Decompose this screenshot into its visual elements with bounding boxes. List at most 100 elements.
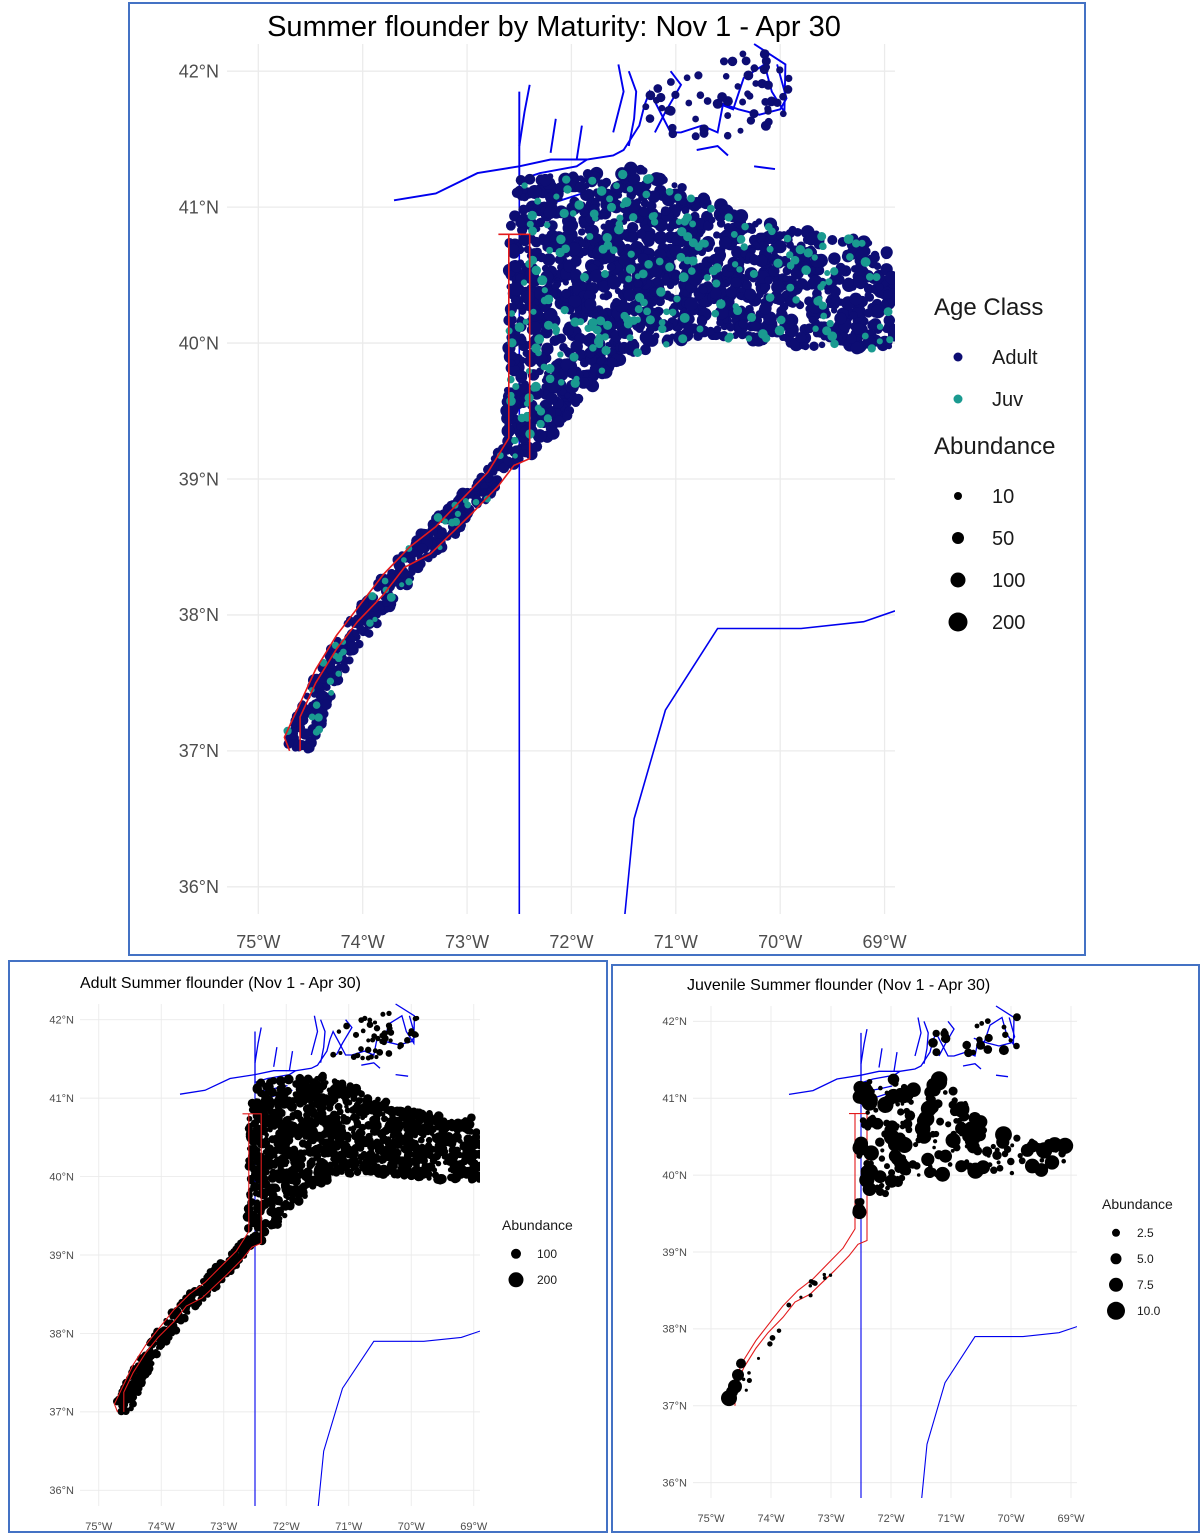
abundance-point	[561, 244, 570, 254]
abundance-point	[531, 441, 543, 452]
abundance-point	[386, 592, 396, 602]
abundance-point	[387, 1029, 395, 1036]
abundance-point	[628, 172, 641, 185]
abundance-point	[145, 1364, 154, 1373]
abundance-point	[725, 286, 737, 298]
abundance-point	[283, 1151, 289, 1156]
abundance-point	[895, 1102, 900, 1107]
abundance-point	[379, 1134, 389, 1145]
abundance-point	[662, 334, 672, 344]
abundance-point	[364, 1046, 372, 1054]
abundance-point	[707, 256, 714, 263]
abundance-point	[474, 1171, 480, 1182]
abundance-point	[683, 74, 691, 82]
abundance-point	[570, 317, 580, 327]
abundance-point	[577, 175, 584, 182]
abundance-point	[706, 326, 715, 336]
abundance-point	[627, 250, 635, 258]
abundance-point	[955, 1160, 968, 1173]
abundance-point	[1013, 1042, 1020, 1050]
abundance-point	[1047, 1139, 1054, 1146]
abundance-point	[859, 1117, 867, 1124]
abundance-point	[764, 275, 774, 285]
abundance-point	[1002, 1032, 1008, 1038]
abundance-point	[703, 97, 712, 105]
coastline	[914, 1017, 922, 1057]
abundance-point	[311, 1144, 322, 1155]
abundance-point	[796, 278, 808, 290]
abundance-point	[888, 1169, 896, 1177]
coastline	[962, 1062, 982, 1070]
abundance-point	[507, 338, 517, 348]
abundance-point	[880, 1148, 885, 1153]
abundance-point	[328, 1125, 334, 1131]
abundance-point	[282, 1139, 291, 1148]
abundance-point	[281, 1129, 291, 1139]
abundance-point	[218, 1274, 225, 1281]
abundance-point	[996, 1160, 1001, 1165]
abundance-point	[826, 319, 834, 328]
legend-size-label: 7.5	[1137, 1278, 1154, 1292]
abundance-point	[644, 260, 653, 269]
abundance-point	[543, 320, 554, 330]
coastline	[923, 1021, 929, 1064]
abundance-point	[366, 1038, 371, 1043]
abundance-point	[606, 357, 618, 368]
y-tick-label: 40°N	[49, 1171, 74, 1183]
abundance-point	[514, 322, 525, 333]
abundance-point	[889, 324, 895, 336]
abundance-point	[928, 1037, 938, 1048]
abundance-point	[634, 316, 641, 323]
abundance-point	[618, 254, 630, 266]
abundance-point	[622, 314, 632, 324]
abundance-point	[979, 1020, 985, 1026]
abundance-point	[767, 1341, 773, 1347]
abundance-point	[441, 518, 449, 525]
abundance-point	[970, 1049, 977, 1056]
legend-size-label: 100	[537, 1247, 557, 1261]
abundance-point	[450, 1166, 456, 1172]
abundance-point	[302, 1092, 311, 1101]
abundance-point	[512, 453, 518, 459]
abundance-point	[262, 1098, 271, 1107]
abundance-point	[762, 63, 771, 71]
abundance-point	[596, 316, 606, 326]
abundance-point	[883, 1163, 891, 1170]
abundance-point	[723, 131, 732, 140]
abundance-point	[692, 115, 699, 123]
abundance-point	[1012, 1013, 1021, 1022]
abundance-point	[924, 1135, 929, 1140]
abundance-point	[1009, 1170, 1015, 1176]
abundance-point	[755, 290, 764, 299]
abundance-point	[756, 1356, 761, 1360]
abundance-point	[368, 1054, 374, 1060]
abundance-point	[577, 318, 585, 326]
abundance-point	[891, 1080, 899, 1087]
abundance-point	[541, 342, 554, 356]
abundance-point	[578, 228, 586, 236]
state-waters-boundary	[113, 1113, 250, 1413]
abundance-point	[790, 255, 800, 265]
abundance-point	[483, 495, 491, 503]
abundance-point	[412, 1132, 418, 1139]
abundance-point	[330, 1051, 337, 1058]
abundance-point	[736, 291, 744, 299]
abundance-point	[860, 257, 871, 267]
abundance-point	[283, 1154, 290, 1160]
abundance-point	[461, 1125, 469, 1133]
abundance-point	[724, 334, 733, 343]
coastline	[393, 158, 588, 202]
coastline	[753, 165, 776, 171]
y-tick-label: 38°N	[179, 605, 219, 625]
abundance-point	[340, 664, 350, 674]
abundance-point	[387, 1161, 398, 1171]
abundance-point	[386, 1010, 392, 1017]
abundance-point	[738, 319, 749, 329]
abundance-point	[596, 186, 607, 196]
abundance-point	[460, 514, 467, 521]
abundance-point	[479, 489, 488, 497]
abundance-point	[865, 1110, 870, 1115]
abundance-point	[648, 212, 658, 221]
abundance-point	[993, 1151, 1001, 1159]
abundance-point	[737, 256, 745, 264]
